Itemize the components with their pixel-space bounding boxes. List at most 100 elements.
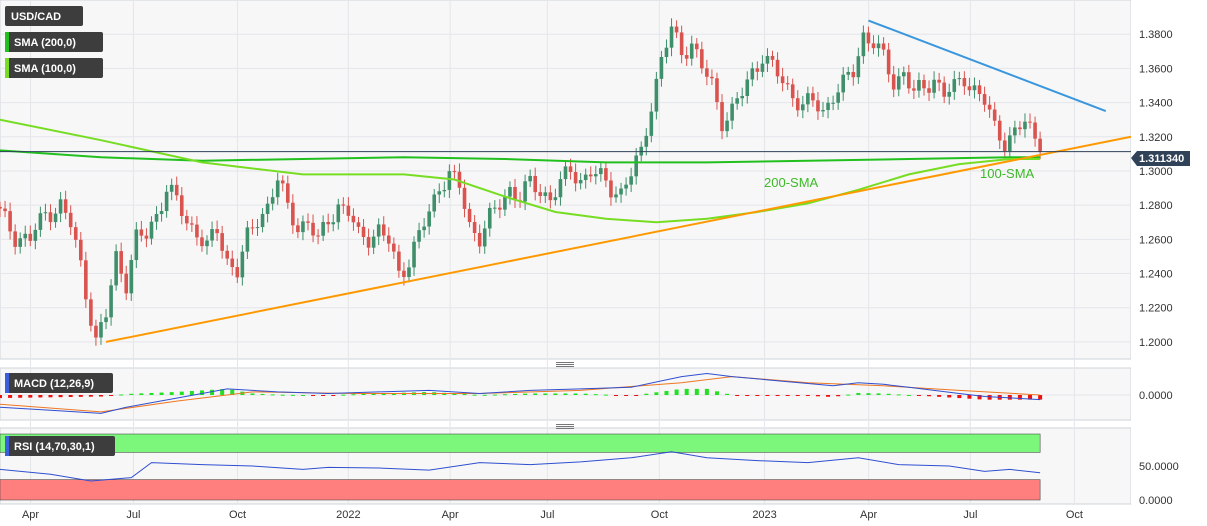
candle-up bbox=[558, 179, 563, 198]
symbol-title: USD/CAD bbox=[11, 11, 61, 23]
candle-up bbox=[644, 135, 649, 147]
candle-down bbox=[63, 199, 68, 213]
candle-up bbox=[649, 111, 654, 136]
legend-macd[interactable]: MACD (12,26,9) bbox=[5, 373, 113, 393]
candle-up bbox=[503, 196, 507, 210]
legend-rsi[interactable]: RSI (14,70,30,1) bbox=[5, 436, 115, 456]
candle-up bbox=[957, 78, 962, 80]
candle-down bbox=[250, 227, 255, 229]
trendline-support bbox=[105, 135, 1132, 343]
macd-hist-negative bbox=[967, 395, 972, 399]
candle-down bbox=[174, 184, 179, 196]
sma-100-label: SMA (100,0) bbox=[14, 63, 76, 75]
candle-up bbox=[836, 92, 840, 103]
x-tick-label: Jul bbox=[540, 509, 554, 521]
candle-down bbox=[513, 187, 517, 201]
candle-up bbox=[952, 79, 957, 92]
candle-up bbox=[129, 260, 134, 294]
candle-down bbox=[770, 55, 775, 60]
macd-hist-negative bbox=[311, 395, 316, 396]
x-tick-label: Jul bbox=[963, 509, 977, 521]
candle-down bbox=[381, 224, 386, 236]
candle-down bbox=[179, 195, 184, 216]
macd-hist-negative bbox=[88, 395, 93, 397]
annotation-200-sma: 200-SMA bbox=[764, 175, 819, 190]
candle-down bbox=[13, 231, 17, 247]
candle-down bbox=[311, 222, 315, 236]
sma-100-line bbox=[0, 118, 1041, 224]
macd-hist-negative bbox=[613, 395, 618, 396]
candle-down bbox=[568, 166, 573, 173]
candle-down bbox=[397, 251, 401, 271]
candle-up bbox=[371, 236, 376, 248]
macd-hist-negative bbox=[98, 395, 103, 397]
candle-down bbox=[694, 43, 699, 50]
candle-up bbox=[669, 26, 674, 48]
macd-hist-positive bbox=[220, 389, 225, 395]
macd-resize-handle[interactable] bbox=[556, 362, 574, 367]
candle-down bbox=[1033, 122, 1037, 139]
candle-down bbox=[937, 79, 941, 83]
candle-down bbox=[195, 224, 199, 238]
candle-up bbox=[487, 207, 492, 229]
macd-hist-negative bbox=[624, 395, 629, 396]
macd-signal-line bbox=[0, 376, 1041, 413]
candle-down bbox=[296, 225, 300, 233]
x-tick-label: 2022 bbox=[336, 509, 360, 521]
candle-down bbox=[280, 180, 285, 184]
macd-hist-negative bbox=[48, 395, 53, 398]
candle-up bbox=[578, 180, 583, 184]
candle-up bbox=[442, 189, 447, 192]
macd-hist-positive bbox=[573, 393, 578, 395]
candle-down bbox=[351, 215, 356, 223]
macd-hist-negative bbox=[775, 395, 780, 396]
macd-hist-positive bbox=[351, 394, 356, 396]
macd-hist-positive bbox=[543, 393, 548, 395]
macd-hist-negative bbox=[8, 395, 13, 398]
legend-symbol[interactable]: USD/CAD bbox=[5, 6, 83, 26]
candle-down bbox=[790, 84, 795, 99]
candle-down bbox=[1038, 138, 1042, 152]
macd-hist-negative bbox=[321, 395, 326, 396]
candle-down bbox=[119, 251, 123, 274]
candle-down bbox=[604, 168, 608, 181]
candle-up bbox=[821, 109, 825, 112]
candle-up bbox=[159, 211, 164, 215]
legend-sma-200[interactable]: SMA (200,0) bbox=[5, 32, 103, 52]
candle-down bbox=[0, 206, 2, 209]
candle-down bbox=[679, 32, 684, 56]
macd-hist-negative bbox=[331, 395, 336, 396]
candle-up bbox=[321, 221, 325, 236]
candle-down bbox=[684, 55, 689, 59]
candle-down bbox=[48, 212, 53, 223]
candle-up bbox=[154, 214, 159, 222]
last-price-tag: 1.311340 bbox=[1131, 151, 1190, 166]
candle-down bbox=[1002, 140, 1007, 152]
candle-down bbox=[225, 250, 230, 259]
rsi-y-tick: 0.0000 bbox=[1139, 495, 1173, 507]
rsi-oversold-zone bbox=[0, 479, 1041, 501]
candle-up bbox=[427, 211, 431, 227]
candle-up bbox=[583, 174, 588, 181]
candle-up bbox=[23, 233, 28, 239]
candle-down bbox=[366, 237, 371, 248]
candle-down bbox=[291, 202, 295, 226]
candle-down bbox=[811, 93, 815, 101]
candle-up bbox=[18, 238, 22, 247]
candle-up bbox=[376, 224, 381, 237]
candle-down bbox=[710, 76, 714, 79]
candle-up bbox=[932, 79, 936, 93]
candle-up bbox=[876, 43, 881, 49]
macd-hist-positive bbox=[876, 393, 881, 395]
candle-down bbox=[891, 74, 896, 90]
candle-down bbox=[316, 235, 320, 237]
sma-200-label: SMA (200,0) bbox=[14, 37, 76, 49]
legend-sma-100[interactable]: SMA (100,0) bbox=[5, 58, 103, 78]
rsi-resize-handle[interactable] bbox=[556, 424, 574, 429]
x-tick-label: Oct bbox=[651, 509, 668, 521]
macd-label: MACD (12,26,9) bbox=[14, 378, 94, 390]
candle-up bbox=[664, 47, 669, 58]
candle-up bbox=[735, 98, 739, 104]
macd-hist-negative bbox=[78, 395, 83, 397]
candle-up bbox=[205, 240, 209, 247]
